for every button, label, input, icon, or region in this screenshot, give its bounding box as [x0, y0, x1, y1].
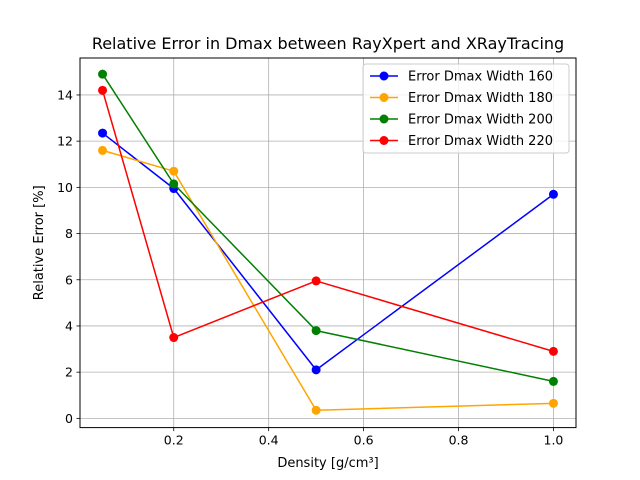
- y-tick-label: 10: [57, 180, 73, 195]
- data-point: [311, 405, 321, 415]
- y-tick-label: 14: [57, 87, 73, 102]
- y-tick-label: 4: [65, 318, 73, 333]
- x-tick-label: 0.4: [259, 433, 279, 448]
- y-tick-label: 6: [65, 272, 73, 287]
- x-tick-label: 1.0: [544, 433, 564, 448]
- x-tick-label: 0.6: [354, 433, 374, 448]
- x-tick-label: 0.8: [449, 433, 469, 448]
- legend-marker: [379, 93, 389, 102]
- series-group: [98, 145, 558, 415]
- data-point: [311, 276, 321, 286]
- data-point: [311, 365, 321, 375]
- data-point: [169, 179, 179, 189]
- data-point: [311, 326, 321, 336]
- data-point: [98, 69, 108, 79]
- legend-label: Error Dmax Width 200: [408, 113, 553, 128]
- data-point: [169, 166, 179, 176]
- legend-marker: [379, 114, 389, 124]
- x-axis-label: Density [g/cm³]: [277, 456, 378, 471]
- data-point: [98, 145, 108, 155]
- legend-marker: [379, 71, 389, 81]
- legend-label: Error Dmax Width 160: [408, 70, 553, 85]
- legend: Error Dmax Width 160 Error Dmax Width 180…: [362, 63, 570, 154]
- x-axis-ticks: 0.2 0.4 0.6 0.8 1.0: [164, 427, 564, 448]
- y-tick-label: 12: [57, 134, 73, 149]
- y-axis-label: Relative Error [%]: [32, 185, 47, 300]
- legend-label: Error Dmax Width 220: [408, 134, 553, 149]
- series-line: [102, 149, 554, 412]
- data-point: [98, 85, 108, 95]
- data-point: [98, 128, 108, 138]
- y-axis-ticks: 0 2 4 6 8 10 12 14: [57, 87, 80, 426]
- legend-label: Error Dmax Width 180: [408, 91, 553, 106]
- series-line: [101, 90, 554, 353]
- series-line: [101, 73, 554, 383]
- data-point: [548, 398, 558, 408]
- legend-marker: [379, 136, 389, 145]
- data-point: [548, 376, 558, 386]
- legend-box: [362, 63, 570, 154]
- y-tick-label: 2: [65, 365, 73, 380]
- y-tick-label: 0: [65, 411, 73, 426]
- data-point: [169, 333, 179, 343]
- x-tick-label: 0.2: [164, 433, 184, 448]
- series-layer: [98, 69, 558, 415]
- data-point: [548, 189, 558, 199]
- plot-frame: [79, 57, 577, 429]
- data-point: [548, 346, 558, 356]
- y-tick-label: 8: [65, 226, 73, 241]
- series-group: [98, 69, 558, 386]
- chart-title: Relative Error in Dmax between RayXpert …: [92, 34, 564, 53]
- series-group: [98, 128, 558, 375]
- series-group: [98, 85, 558, 356]
